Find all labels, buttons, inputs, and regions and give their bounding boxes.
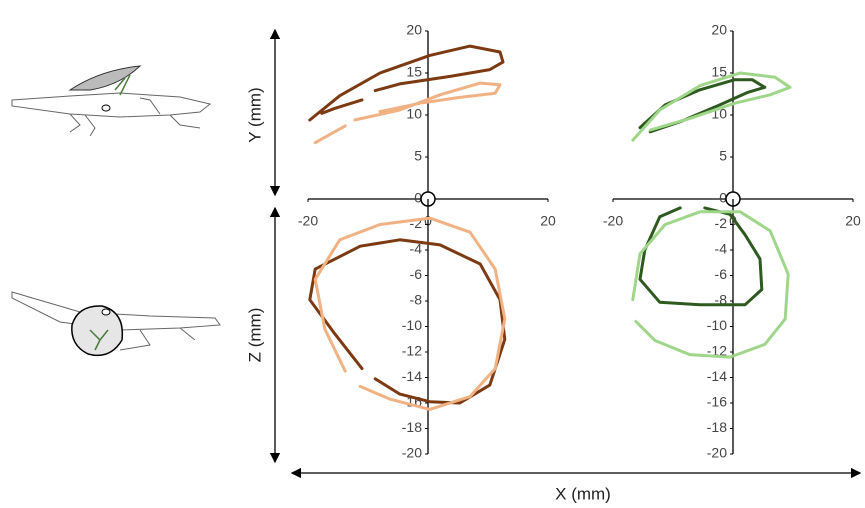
series-line xyxy=(631,210,790,359)
y-tick-label: 15 xyxy=(711,64,727,80)
y-tick-label: -6 xyxy=(715,266,728,282)
x-tick-label: -20 xyxy=(298,213,318,229)
y-tick-label: -8 xyxy=(410,292,423,308)
series-line xyxy=(631,71,792,142)
y-tick-label: 5 xyxy=(414,148,422,164)
y-tick-label: -20 xyxy=(707,445,727,461)
y-tick-label: -2 xyxy=(715,215,728,231)
x-tick-label: -20 xyxy=(603,213,623,229)
y-tick-label: 20 xyxy=(406,22,422,38)
y-tick-label: -6 xyxy=(410,266,423,282)
y-tick-label: -14 xyxy=(707,368,727,384)
y-tick-label: -18 xyxy=(402,419,422,435)
x-axis-title: X (mm) xyxy=(555,484,611,503)
series-line xyxy=(638,206,764,307)
y-tick-label: 0 xyxy=(719,190,727,206)
y-tick-label: -2 xyxy=(410,215,423,231)
z-axis-title: Z (mm) xyxy=(245,308,264,363)
y-tick-label: -20 xyxy=(402,445,422,461)
y-tick-label: -4 xyxy=(410,241,423,257)
y-tick-label: -4 xyxy=(715,241,728,257)
y-tick-label: -10 xyxy=(707,317,727,333)
y-tick-label: 0 xyxy=(414,190,422,206)
series-line xyxy=(638,78,767,134)
y-tick-label: -10 xyxy=(402,317,422,333)
series-line xyxy=(308,238,507,405)
series-line xyxy=(313,81,502,145)
x-tick-label: 20 xyxy=(845,213,861,229)
y-tick-label: -16 xyxy=(707,394,727,410)
y-tick-label: 20 xyxy=(711,22,727,38)
series-line xyxy=(308,44,505,122)
y-tick-label: 10 xyxy=(406,106,422,122)
series-line xyxy=(313,216,507,411)
x-tick-label: 20 xyxy=(540,213,556,229)
y-tick-label: -18 xyxy=(707,419,727,435)
y-tick-label: -12 xyxy=(402,343,422,359)
y-tick-label: -14 xyxy=(402,368,422,384)
lizard-top-illustration xyxy=(11,65,212,137)
y-tick-label: 15 xyxy=(406,64,422,80)
y-axis-title: Y (mm) xyxy=(245,87,264,142)
lizard-bottom-illustration xyxy=(11,291,221,357)
y-tick-label: 5 xyxy=(719,148,727,164)
